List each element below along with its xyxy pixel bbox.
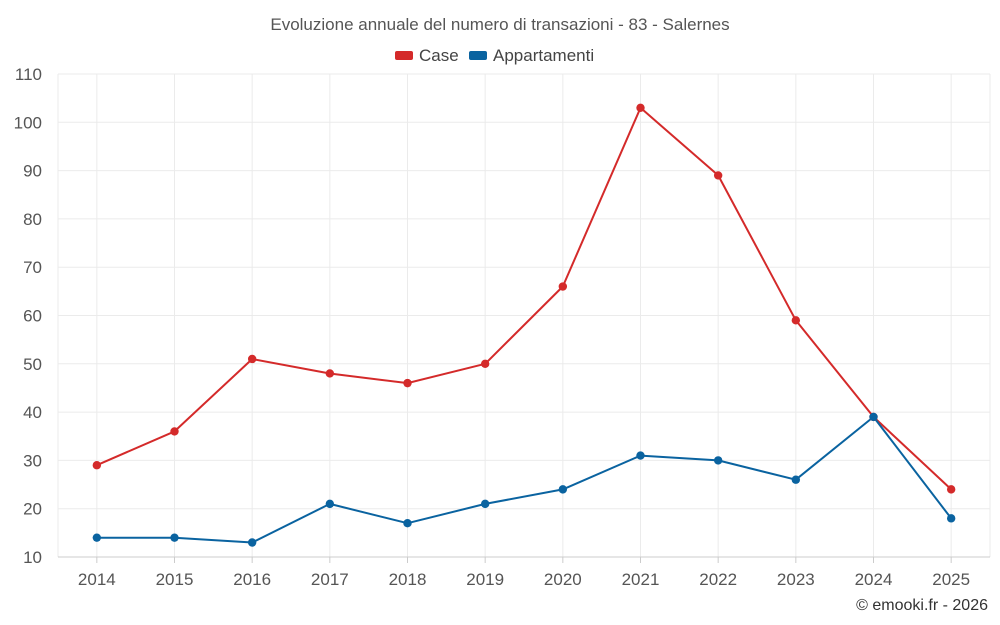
y-tick-label: 20	[23, 500, 42, 519]
x-tick-label: 2016	[233, 570, 271, 589]
legend-label-appartamenti: Appartamenti	[493, 46, 594, 65]
axes: 10 20 30 40 50 60 70 80 90 100 110 2014 2015 2016 2017…	[14, 65, 990, 589]
x-tick-label: 2025	[932, 570, 970, 589]
legend-label-case: Case	[419, 46, 459, 65]
data-point-case[interactable]	[480, 359, 490, 368]
data-point-case[interactable]	[636, 103, 645, 113]
data-point-appartamenti[interactable]	[170, 533, 179, 542]
data-point-appartamenti[interactable]	[713, 456, 723, 465]
x-tick-label: 2018	[389, 570, 427, 589]
x-tick-label: 2022	[699, 570, 737, 589]
y-tick-label: 90	[23, 162, 42, 181]
data-point-case[interactable]	[92, 461, 102, 470]
data-point-appartamenti[interactable]	[946, 514, 956, 523]
y-tick-label: 80	[23, 210, 42, 229]
legend-item-appartamenti[interactable]: Appartamenti	[469, 46, 594, 65]
data-point-case[interactable]	[403, 378, 412, 388]
data-point-appartamenti[interactable]	[636, 451, 645, 460]
y-tick-label: 30	[23, 451, 42, 470]
data-point-case[interactable]	[946, 485, 956, 494]
data-point-case[interactable]	[325, 369, 335, 378]
y-tick-label: 50	[23, 355, 42, 374]
data-point-case[interactable]	[170, 427, 179, 436]
data-point-case[interactable]	[558, 282, 568, 291]
legend-item-case[interactable]: Case	[395, 46, 459, 65]
data-point-case[interactable]	[247, 354, 257, 364]
y-tick-label: 40	[23, 403, 42, 422]
legend: Case Appartamenti	[395, 46, 594, 65]
series-line-appartamenti	[96, 415, 952, 544]
data-point-appartamenti[interactable]	[92, 533, 102, 542]
data-point-appartamenti[interactable]	[325, 499, 335, 509]
series	[92, 103, 956, 547]
data-point-appartamenti[interactable]	[791, 475, 801, 484]
legend-swatch-appartamenti	[469, 51, 487, 60]
y-tick-label: 110	[15, 65, 42, 84]
y-tick-label: 70	[23, 258, 42, 277]
x-tick-label: 2014	[78, 570, 116, 589]
data-point-appartamenti[interactable]	[247, 538, 257, 547]
y-tick-label: 60	[23, 307, 42, 326]
data-point-appartamenti[interactable]	[480, 499, 490, 509]
data-point-case[interactable]	[791, 316, 801, 325]
x-tick-label: 2024	[855, 570, 893, 589]
credit-text: © emooki.fr - 2026	[856, 597, 988, 614]
x-tick-label: 2021	[622, 570, 660, 589]
x-tick-label: 2017	[311, 570, 349, 589]
chart-title: Evoluzione annuale del numero di transaz…	[270, 15, 729, 34]
y-tick-label: 10	[23, 548, 42, 567]
x-tick-label: 2015	[156, 570, 194, 589]
data-point-appartamenti[interactable]	[403, 518, 412, 528]
series-line-case	[96, 106, 952, 491]
legend-swatch-case	[395, 51, 413, 60]
data-point-appartamenti[interactable]	[558, 485, 568, 494]
data-point-appartamenti[interactable]	[869, 412, 878, 422]
gridlines	[57, 73, 991, 557]
x-tick-label: 2023	[777, 570, 815, 589]
y-tick-label: 100	[14, 113, 42, 132]
data-point-case[interactable]	[713, 171, 723, 180]
x-tick-label: 2019	[466, 570, 504, 589]
x-tick-label: 2020	[544, 570, 582, 589]
